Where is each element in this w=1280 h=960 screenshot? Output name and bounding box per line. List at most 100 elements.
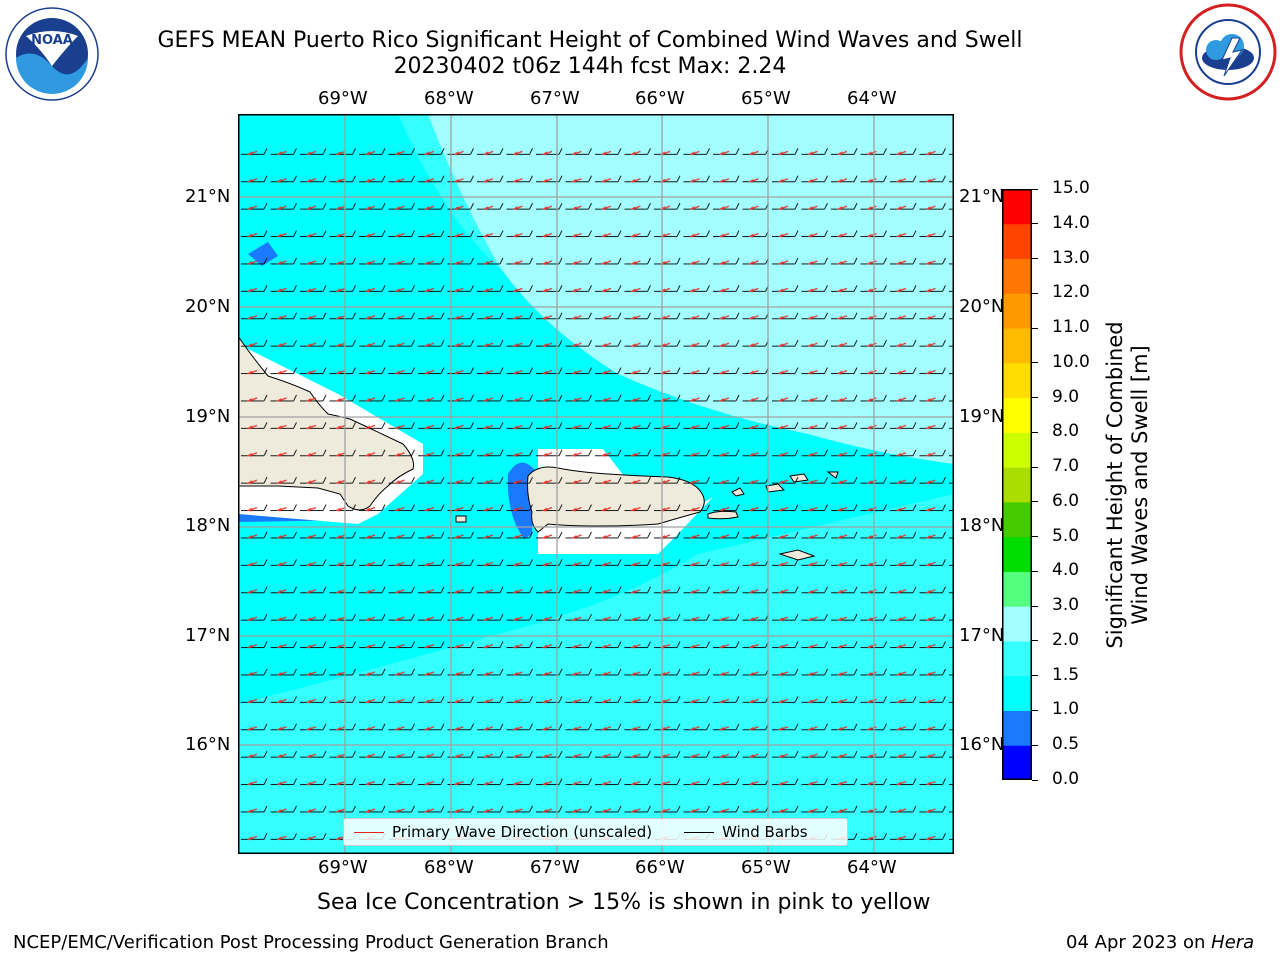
colorbar-tick-mark xyxy=(1032,397,1038,399)
wave-line-icon xyxy=(354,831,384,833)
footer-host: Hera xyxy=(1211,932,1255,953)
lon-label-65w-bottom: 65°W xyxy=(741,857,791,878)
colorbar-label-line1: Significant Height of Combined xyxy=(1103,321,1127,649)
map-title: GEFS MEAN Puerto Rico Significant Height… xyxy=(157,28,1023,53)
colorbar-tick-label: 3.0 xyxy=(1052,595,1080,616)
lon-label-64w-bottom: 64°W xyxy=(847,857,897,878)
colorbar-tick-label: 15.0 xyxy=(1052,178,1090,198)
colorbar-segment xyxy=(1002,362,1032,399)
colorbar-tick-mark xyxy=(1032,744,1038,746)
colorbar-segment xyxy=(1002,189,1032,225)
colorbar-tick-mark xyxy=(1032,431,1038,433)
lat-label-17n-left: 17°N xyxy=(185,625,231,646)
lat-label-17n-right: 17°N xyxy=(959,625,1005,646)
lon-label-69w-bottom: 69°W xyxy=(318,857,368,878)
colorbar-segment xyxy=(1002,640,1032,677)
colorbar-tick-label: 13.0 xyxy=(1052,247,1090,268)
lat-label-18n-left: 18°N xyxy=(185,515,231,536)
colorbar-tick-mark xyxy=(1032,327,1038,329)
colorbar-tick-mark xyxy=(1032,709,1038,711)
footer-date-text: 04 Apr 2023 on xyxy=(1066,932,1212,953)
colorbar-segment xyxy=(1002,397,1032,433)
colorbar-tick-label: 7.0 xyxy=(1052,456,1080,477)
colorbar-tick-mark xyxy=(1032,223,1038,225)
colorbar-tick-mark xyxy=(1032,258,1038,260)
colorbar-segment xyxy=(1002,606,1032,642)
colorbar-tick-label: 10.0 xyxy=(1052,351,1090,372)
colorbar-tick-label: 9.0 xyxy=(1052,386,1080,407)
colorbar-tick-mark xyxy=(1032,605,1038,607)
lat-label-19n-right: 19°N xyxy=(959,406,1005,427)
nws-logo xyxy=(1178,2,1278,102)
colorbar-segment xyxy=(1002,710,1032,746)
colorbar-tick-label: 1.0 xyxy=(1052,699,1080,720)
map-frame xyxy=(237,114,954,854)
colorbar-segment xyxy=(1002,571,1032,607)
colorbar-segment xyxy=(1002,745,1032,781)
lon-label-69w-top: 69°W xyxy=(318,88,368,109)
lon-label-68w-top: 68°W xyxy=(424,88,474,109)
lat-label-20n-right: 20°N xyxy=(959,296,1005,317)
lat-label-21n-right: 21°N xyxy=(959,186,1005,207)
lat-label-21n-left: 21°N xyxy=(185,186,231,207)
lon-label-68w-bottom: 68°W xyxy=(424,857,474,878)
colorbar-segment xyxy=(1002,223,1032,260)
colorbar-tick-label: 1.5 xyxy=(1052,664,1080,685)
map-legend: Primary Wave Direction (unscaled) Wind B… xyxy=(343,818,848,846)
colorbar-segment xyxy=(1002,501,1032,538)
forecast-subtitle: 20230402 t06z 144h fcst Max: 2.24 xyxy=(393,54,787,79)
colorbar-tick-mark xyxy=(1032,675,1038,677)
lat-label-16n-right: 16°N xyxy=(959,734,1005,755)
colorbar-tick-label: 14.0 xyxy=(1052,212,1090,233)
colorbar-segment xyxy=(1002,328,1032,364)
colorbar-tick-mark xyxy=(1032,640,1038,642)
svg-text:NOAA: NOAA xyxy=(31,33,73,48)
lat-label-19n-left: 19°N xyxy=(185,406,231,427)
colorbar-tick-label: 12.0 xyxy=(1052,282,1090,303)
colorbar-tick-label: 8.0 xyxy=(1052,421,1080,442)
lat-label-18n-right: 18°N xyxy=(959,515,1005,536)
colorbar-tick-mark xyxy=(1032,292,1038,294)
lon-label-66w-bottom: 66°W xyxy=(635,857,685,878)
colorbar-segment xyxy=(1002,536,1032,572)
lon-label-67w-bottom: 67°W xyxy=(530,857,580,878)
lat-label-20n-left: 20°N xyxy=(185,296,231,317)
legend-barb-item: Wind Barbs xyxy=(674,823,808,841)
colorbar-label-line2: Wind Waves and Swell [m] xyxy=(1128,345,1152,625)
colorbar-tick-label: 2.0 xyxy=(1052,629,1080,650)
colorbar-segment xyxy=(1002,467,1032,503)
colorbar-tick-mark xyxy=(1032,779,1038,781)
colorbar-segment xyxy=(1002,258,1032,294)
colorbar-scale xyxy=(1002,189,1032,781)
colorbar-segment xyxy=(1002,675,1032,711)
colorbar-tick-label: 0.5 xyxy=(1052,734,1080,755)
colorbar-tick-label: 6.0 xyxy=(1052,490,1080,511)
colorbar-tick-mark xyxy=(1032,362,1038,364)
legend-wave-label: Primary Wave Direction (unscaled) xyxy=(392,823,653,841)
colorbar-tick-mark xyxy=(1032,536,1038,538)
footer-org: NCEP/EMC/Verification Post Processing Pr… xyxy=(13,932,609,953)
map-canvas xyxy=(237,114,954,854)
colorbar-tick-label: 4.0 xyxy=(1052,560,1080,581)
lon-label-65w-top: 65°W xyxy=(741,88,791,109)
colorbar-tick-mark xyxy=(1032,570,1038,572)
colorbar-tick-label: 5.0 xyxy=(1052,525,1080,546)
barb-line-icon xyxy=(684,831,715,833)
legend-wave-item: Primary Wave Direction (unscaled) xyxy=(344,823,652,841)
lat-label-16n-left: 16°N xyxy=(185,734,231,755)
lon-label-64w-top: 64°W xyxy=(847,88,897,109)
colorbar-tick-mark xyxy=(1032,466,1038,468)
lon-label-67w-top: 67°W xyxy=(530,88,580,109)
colorbar-tick-mark xyxy=(1032,188,1038,190)
noaa-logo: NOAA xyxy=(4,6,100,102)
legend-barb-label: Wind Barbs xyxy=(722,823,808,841)
footer-date: 04 Apr 2023 on Hera xyxy=(1066,932,1254,953)
colorbar-tick-label: 11.0 xyxy=(1052,317,1090,338)
colorbar-tick-mark xyxy=(1032,501,1038,503)
colorbar xyxy=(1002,189,1032,781)
colorbar-segment xyxy=(1002,432,1032,468)
colorbar-tick-label: 0.0 xyxy=(1052,769,1080,789)
colorbar-segment xyxy=(1002,293,1032,329)
sea-ice-note: Sea Ice Concentration > 15% is shown in … xyxy=(317,890,931,915)
lon-label-66w-top: 66°W xyxy=(635,88,685,109)
